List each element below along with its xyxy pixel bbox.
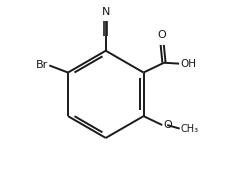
Text: CH₃: CH₃ [180, 124, 199, 134]
Text: O: O [158, 30, 167, 41]
Text: O: O [163, 120, 172, 130]
Text: OH: OH [180, 59, 196, 69]
Text: N: N [102, 7, 110, 17]
Text: Br: Br [36, 60, 48, 70]
